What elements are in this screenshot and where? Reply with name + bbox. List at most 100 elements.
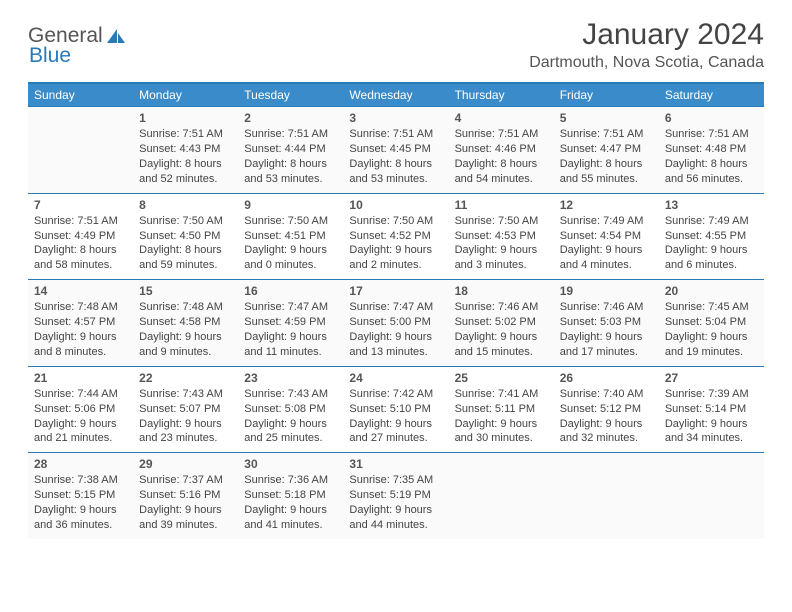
day-number: 6 — [665, 110, 758, 126]
daylight-line-1: Daylight: 9 hours — [34, 503, 127, 518]
calendar-day-cell: 3Sunrise: 7:51 AMSunset: 4:45 PMDaylight… — [343, 107, 448, 194]
location-subtitle: Dartmouth, Nova Scotia, Canada — [529, 54, 764, 72]
daylight-line-1: Daylight: 8 hours — [455, 157, 548, 172]
daylight-line-2: and 2 minutes. — [349, 258, 442, 273]
calendar-week-row: 7Sunrise: 7:51 AMSunset: 4:49 PMDaylight… — [28, 193, 764, 280]
daylight-line-1: Daylight: 9 hours — [560, 243, 653, 258]
daylight-line-2: and 9 minutes. — [139, 345, 232, 360]
weekday-header: Saturday — [659, 83, 764, 107]
daylight-line-1: Daylight: 8 hours — [34, 243, 127, 258]
calendar-day-cell: 18Sunrise: 7:46 AMSunset: 5:02 PMDayligh… — [449, 280, 554, 367]
day-number: 18 — [455, 283, 548, 299]
sunrise-line: Sunrise: 7:43 AM — [244, 387, 337, 402]
weekday-header: Monday — [133, 83, 238, 107]
daylight-line-1: Daylight: 9 hours — [455, 417, 548, 432]
daylight-line-1: Daylight: 9 hours — [244, 417, 337, 432]
daylight-line-2: and 25 minutes. — [244, 431, 337, 446]
sunset-line: Sunset: 4:52 PM — [349, 229, 442, 244]
day-number: 4 — [455, 110, 548, 126]
header: General January 2024 Dartmouth, Nova Sco… — [28, 18, 764, 72]
daylight-line-2: and 58 minutes. — [34, 258, 127, 273]
calendar-day-cell: 9Sunrise: 7:50 AMSunset: 4:51 PMDaylight… — [238, 193, 343, 280]
calendar-day-cell: 22Sunrise: 7:43 AMSunset: 5:07 PMDayligh… — [133, 366, 238, 453]
daylight-line-1: Daylight: 8 hours — [560, 157, 653, 172]
calendar-day-cell: 6Sunrise: 7:51 AMSunset: 4:48 PMDaylight… — [659, 107, 764, 194]
daylight-line-2: and 54 minutes. — [455, 172, 548, 187]
day-number: 29 — [139, 456, 232, 472]
sunset-line: Sunset: 4:54 PM — [560, 229, 653, 244]
daylight-line-1: Daylight: 8 hours — [139, 157, 232, 172]
calendar-day-cell: 16Sunrise: 7:47 AMSunset: 4:59 PMDayligh… — [238, 280, 343, 367]
sunset-line: Sunset: 5:16 PM — [139, 488, 232, 503]
day-number: 3 — [349, 110, 442, 126]
day-number: 26 — [560, 370, 653, 386]
weekday-header-row: Sunday Monday Tuesday Wednesday Thursday… — [28, 83, 764, 107]
sunset-line: Sunset: 5:11 PM — [455, 402, 548, 417]
day-number: 13 — [665, 197, 758, 213]
sunrise-line: Sunrise: 7:49 AM — [665, 214, 758, 229]
calendar-day-cell: 12Sunrise: 7:49 AMSunset: 4:54 PMDayligh… — [554, 193, 659, 280]
sunrise-line: Sunrise: 7:41 AM — [455, 387, 548, 402]
day-number: 22 — [139, 370, 232, 386]
daylight-line-2: and 32 minutes. — [560, 431, 653, 446]
calendar-day-cell: 25Sunrise: 7:41 AMSunset: 5:11 PMDayligh… — [449, 366, 554, 453]
weekday-header: Thursday — [449, 83, 554, 107]
sunrise-line: Sunrise: 7:51 AM — [139, 127, 232, 142]
calendar-week-row: 21Sunrise: 7:44 AMSunset: 5:06 PMDayligh… — [28, 366, 764, 453]
daylight-line-1: Daylight: 9 hours — [139, 417, 232, 432]
sunset-line: Sunset: 4:49 PM — [34, 229, 127, 244]
daylight-line-2: and 36 minutes. — [34, 518, 127, 533]
day-number: 20 — [665, 283, 758, 299]
daylight-line-2: and 8 minutes. — [34, 345, 127, 360]
weekday-header: Tuesday — [238, 83, 343, 107]
daylight-line-2: and 23 minutes. — [139, 431, 232, 446]
day-number: 24 — [349, 370, 442, 386]
sunrise-line: Sunrise: 7:51 AM — [455, 127, 548, 142]
daylight-line-1: Daylight: 9 hours — [665, 330, 758, 345]
sunrise-line: Sunrise: 7:48 AM — [139, 300, 232, 315]
sunrise-line: Sunrise: 7:50 AM — [455, 214, 548, 229]
day-number: 25 — [455, 370, 548, 386]
sunrise-line: Sunrise: 7:50 AM — [244, 214, 337, 229]
weekday-header: Friday — [554, 83, 659, 107]
day-number: 15 — [139, 283, 232, 299]
daylight-line-1: Daylight: 9 hours — [665, 243, 758, 258]
calendar-day-cell: 17Sunrise: 7:47 AMSunset: 5:00 PMDayligh… — [343, 280, 448, 367]
daylight-line-2: and 59 minutes. — [139, 258, 232, 273]
daylight-line-1: Daylight: 9 hours — [139, 503, 232, 518]
sunrise-line: Sunrise: 7:39 AM — [665, 387, 758, 402]
daylight-line-2: and 56 minutes. — [665, 172, 758, 187]
sunrise-line: Sunrise: 7:47 AM — [244, 300, 337, 315]
weekday-header: Wednesday — [343, 83, 448, 107]
month-title: January 2024 — [529, 18, 764, 52]
calendar-day-cell: 31Sunrise: 7:35 AMSunset: 5:19 PMDayligh… — [343, 453, 448, 539]
calendar-week-row: 1Sunrise: 7:51 AMSunset: 4:43 PMDaylight… — [28, 107, 764, 194]
sunset-line: Sunset: 5:08 PM — [244, 402, 337, 417]
sunset-line: Sunset: 4:55 PM — [665, 229, 758, 244]
daylight-line-2: and 27 minutes. — [349, 431, 442, 446]
daylight-line-2: and 55 minutes. — [560, 172, 653, 187]
daylight-line-1: Daylight: 9 hours — [349, 330, 442, 345]
daylight-line-2: and 21 minutes. — [34, 431, 127, 446]
calendar-week-row: 28Sunrise: 7:38 AMSunset: 5:15 PMDayligh… — [28, 453, 764, 539]
sunset-line: Sunset: 4:51 PM — [244, 229, 337, 244]
weekday-header: Sunday — [28, 83, 133, 107]
daylight-line-1: Daylight: 9 hours — [139, 330, 232, 345]
sunset-line: Sunset: 4:44 PM — [244, 142, 337, 157]
day-number: 2 — [244, 110, 337, 126]
daylight-line-2: and 41 minutes. — [244, 518, 337, 533]
day-number: 27 — [665, 370, 758, 386]
daylight-line-1: Daylight: 9 hours — [244, 330, 337, 345]
day-number: 31 — [349, 456, 442, 472]
daylight-line-1: Daylight: 9 hours — [34, 330, 127, 345]
sunset-line: Sunset: 4:43 PM — [139, 142, 232, 157]
daylight-line-1: Daylight: 9 hours — [349, 243, 442, 258]
daylight-line-2: and 39 minutes. — [139, 518, 232, 533]
day-number: 16 — [244, 283, 337, 299]
daylight-line-2: and 53 minutes. — [349, 172, 442, 187]
calendar-day-cell: 28Sunrise: 7:38 AMSunset: 5:15 PMDayligh… — [28, 453, 133, 539]
calendar-day-cell — [554, 453, 659, 539]
daylight-line-2: and 6 minutes. — [665, 258, 758, 273]
sunset-line: Sunset: 4:59 PM — [244, 315, 337, 330]
sunset-line: Sunset: 4:58 PM — [139, 315, 232, 330]
